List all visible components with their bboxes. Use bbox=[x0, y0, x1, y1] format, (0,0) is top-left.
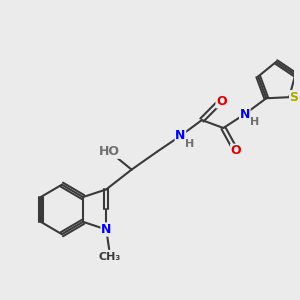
Text: S: S bbox=[290, 91, 298, 104]
Text: O: O bbox=[231, 144, 241, 157]
Text: N: N bbox=[175, 129, 186, 142]
Text: CH₃: CH₃ bbox=[99, 252, 121, 262]
Text: HO: HO bbox=[99, 145, 120, 158]
Text: N: N bbox=[240, 108, 250, 121]
Text: N: N bbox=[101, 223, 111, 236]
Text: H: H bbox=[184, 139, 194, 149]
Text: H: H bbox=[250, 117, 259, 127]
Text: O: O bbox=[216, 95, 227, 108]
